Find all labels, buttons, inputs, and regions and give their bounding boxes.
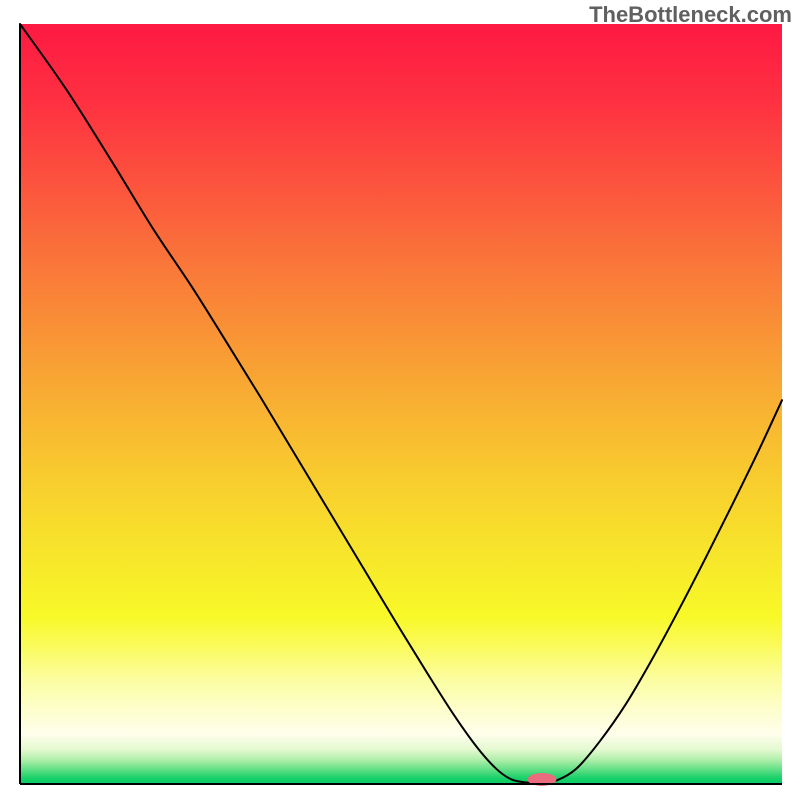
bottleneck-chart	[0, 0, 800, 800]
chart-svg	[0, 0, 800, 800]
chart-background	[20, 24, 782, 784]
